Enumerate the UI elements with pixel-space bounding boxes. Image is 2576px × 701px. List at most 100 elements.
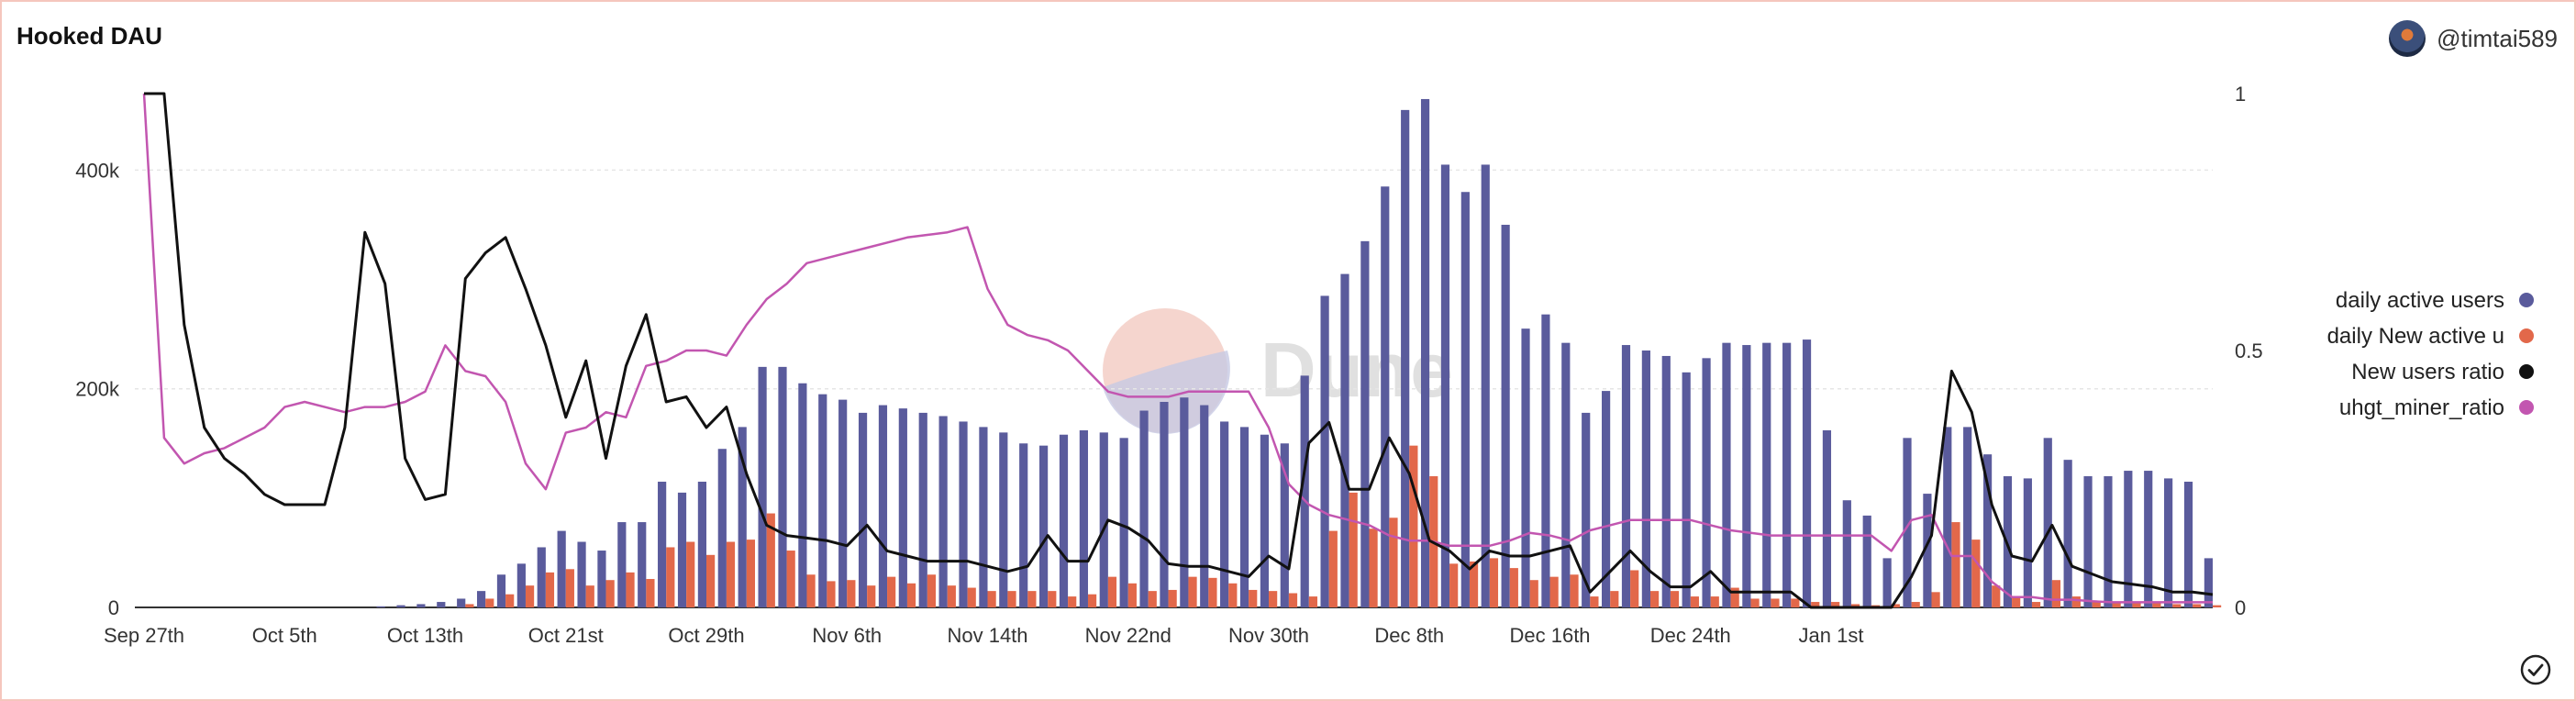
bar-daily-new-active-users[interactable]	[1549, 576, 1559, 607]
bar-daily-new-active-users[interactable]	[1610, 591, 1619, 607]
bar-daily-active-users[interactable]	[1038, 445, 1049, 607]
bar-daily-active-users[interactable]	[1099, 432, 1108, 607]
bar-daily-active-users[interactable]	[758, 366, 767, 607]
bar-daily-active-users[interactable]	[437, 602, 446, 607]
bar-daily-new-active-users[interactable]	[485, 598, 494, 607]
bar-daily-active-users[interactable]	[1381, 186, 1390, 607]
bar-daily-new-active-users[interactable]	[1188, 576, 1197, 607]
bar-daily-new-active-users[interactable]	[786, 551, 795, 607]
bar-daily-active-users[interactable]	[537, 547, 546, 607]
bar-daily-active-users[interactable]	[1661, 355, 1671, 607]
bar-daily-new-active-users[interactable]	[726, 541, 736, 607]
bar-daily-new-active-users[interactable]	[867, 585, 876, 607]
bar-daily-active-users[interactable]	[1180, 397, 1189, 607]
bar-daily-active-users[interactable]	[1059, 434, 1069, 607]
bar-daily-active-users[interactable]	[2164, 478, 2173, 607]
bar-daily-new-active-users[interactable]	[505, 594, 515, 607]
bar-daily-new-active-users[interactable]	[746, 540, 755, 607]
bar-daily-active-users[interactable]	[858, 412, 868, 607]
bar-daily-new-active-users[interactable]	[1127, 583, 1137, 607]
bar-daily-new-active-users[interactable]	[565, 569, 574, 607]
bar-daily-new-active-users[interactable]	[887, 576, 896, 607]
bar-daily-new-active-users[interactable]	[686, 541, 695, 607]
bar-daily-new-active-users[interactable]	[2112, 602, 2121, 607]
bar-daily-active-users[interactable]	[918, 412, 927, 607]
bar-daily-active-users[interactable]	[1481, 164, 1490, 607]
bar-daily-active-users[interactable]	[2043, 438, 2052, 607]
bar-daily-active-users[interactable]	[577, 541, 586, 607]
bar-daily-active-users[interactable]	[1079, 429, 1088, 607]
bar-daily-new-active-users[interactable]	[1168, 589, 1177, 607]
bar-daily-new-active-users[interactable]	[1590, 596, 1599, 607]
bar-daily-new-active-users[interactable]	[2193, 604, 2202, 607]
bar-daily-new-active-users[interactable]	[2213, 605, 2222, 607]
bar-daily-new-active-users[interactable]	[1027, 591, 1037, 607]
bar-daily-new-active-users[interactable]	[1690, 596, 1699, 607]
bar-daily-new-active-users[interactable]	[847, 580, 856, 607]
bar-daily-new-active-users[interactable]	[1811, 602, 1820, 607]
bar-daily-active-users[interactable]	[376, 606, 385, 607]
bar-daily-active-users[interactable]	[1220, 421, 1229, 607]
bar-daily-active-users[interactable]	[638, 522, 647, 607]
bar-daily-new-active-users[interactable]	[2051, 580, 2061, 607]
bar-daily-new-active-users[interactable]	[1831, 602, 1840, 607]
bar-daily-new-active-users[interactable]	[646, 579, 655, 607]
bar-daily-active-users[interactable]	[1602, 391, 1611, 607]
bar-daily-new-active-users[interactable]	[1649, 591, 1660, 607]
bar-daily-active-users[interactable]	[1280, 443, 1289, 607]
bar-daily-active-users[interactable]	[1903, 438, 1912, 607]
line-new-users-ratio[interactable]	[144, 92, 2214, 609]
bar-daily-new-active-users[interactable]	[1208, 577, 1217, 607]
bar-daily-active-users[interactable]	[1782, 342, 1792, 607]
bar-daily-new-active-users[interactable]	[1489, 558, 1499, 607]
bar-daily-new-active-users[interactable]	[1710, 596, 1719, 607]
bar-daily-new-active-users[interactable]	[605, 580, 615, 607]
bar-daily-active-users[interactable]	[1401, 109, 1410, 608]
bar-daily-new-active-users[interactable]	[1529, 580, 1538, 607]
bar-daily-new-active-users[interactable]	[1951, 522, 1960, 607]
bar-daily-new-active-users[interactable]	[1048, 591, 1057, 607]
check-icon[interactable]	[2519, 653, 2552, 686]
bar-daily-active-users[interactable]	[1541, 314, 1550, 607]
line-uhgt-miner-ratio[interactable]	[142, 93, 2213, 604]
bar-daily-active-users[interactable]	[697, 481, 707, 607]
bar-daily-new-active-users[interactable]	[967, 587, 976, 607]
bar-daily-new-active-users[interactable]	[2152, 602, 2161, 607]
bar-daily-active-users[interactable]	[1842, 500, 1851, 607]
bar-daily-new-active-users[interactable]	[1389, 517, 1398, 607]
bar-daily-new-active-users[interactable]	[1971, 540, 1981, 607]
bar-daily-active-users[interactable]	[1460, 192, 1470, 607]
bar-daily-new-active-users[interactable]	[1509, 568, 1518, 607]
bar-daily-new-active-users[interactable]	[1850, 604, 1860, 607]
bar-daily-new-active-users[interactable]	[1269, 591, 1278, 607]
bar-daily-new-active-users[interactable]	[585, 585, 594, 607]
bar-daily-new-active-users[interactable]	[1107, 576, 1117, 607]
bar-daily-new-active-users[interactable]	[706, 554, 716, 607]
bar-daily-active-users[interactable]	[658, 481, 667, 607]
bar-daily-new-active-users[interactable]	[827, 581, 836, 607]
bar-daily-active-users[interactable]	[396, 605, 405, 607]
bar-daily-active-users[interactable]	[959, 421, 968, 607]
bar-daily-active-users[interactable]	[1882, 558, 1892, 607]
bar-daily-active-users[interactable]	[1521, 328, 1530, 607]
bar-daily-active-users[interactable]	[1239, 427, 1249, 607]
bar-daily-new-active-users[interactable]	[1931, 592, 1940, 607]
bar-daily-active-users[interactable]	[1682, 372, 1691, 607]
bar-daily-new-active-users[interactable]	[806, 574, 816, 607]
bar-daily-new-active-users[interactable]	[906, 583, 916, 607]
bar-daily-active-users[interactable]	[1582, 412, 1591, 607]
bar-daily-new-active-users[interactable]	[1068, 596, 1077, 607]
bar-daily-new-active-users[interactable]	[927, 574, 937, 607]
bar-daily-active-users[interactable]	[1019, 443, 1028, 607]
bar-daily-new-active-users[interactable]	[1288, 593, 1298, 607]
bar-daily-new-active-users[interactable]	[1349, 492, 1358, 607]
bar-daily-new-active-users[interactable]	[1249, 589, 1258, 607]
bar-daily-active-users[interactable]	[1762, 342, 1771, 607]
bar-daily-active-users[interactable]	[999, 432, 1008, 607]
bar-daily-active-users[interactable]	[2083, 476, 2093, 607]
bar-daily-new-active-users[interactable]	[2031, 602, 2041, 607]
bar-daily-active-users[interactable]	[717, 449, 727, 607]
bar-daily-active-users[interactable]	[1641, 350, 1650, 607]
bar-daily-active-users[interactable]	[1360, 240, 1370, 607]
bar-daily-active-users[interactable]	[557, 530, 566, 607]
